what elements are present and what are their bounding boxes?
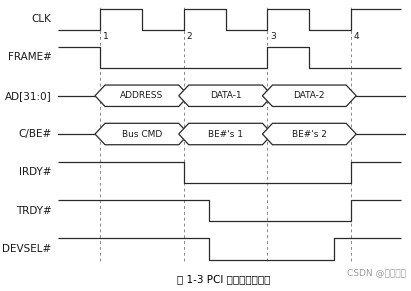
- Text: DATA-1: DATA-1: [210, 91, 241, 100]
- Polygon shape: [263, 85, 356, 107]
- Text: 图 1-3 PCI 总线事务的时序: 图 1-3 PCI 总线事务的时序: [177, 274, 270, 284]
- Text: CLK: CLK: [32, 14, 51, 24]
- Text: BE#'s 2: BE#'s 2: [292, 129, 327, 139]
- Text: ADDRESS: ADDRESS: [120, 91, 164, 100]
- Polygon shape: [179, 85, 272, 107]
- Text: C/BE#: C/BE#: [18, 129, 51, 139]
- Text: DATA-2: DATA-2: [293, 91, 325, 100]
- Text: 3: 3: [270, 32, 276, 41]
- Text: 4: 4: [354, 32, 359, 41]
- Text: 1: 1: [102, 32, 108, 41]
- Text: FRAME#: FRAME#: [7, 52, 51, 63]
- Text: DEVSEL#: DEVSEL#: [2, 244, 51, 254]
- Text: CSDN @蓝天居士: CSDN @蓝天居士: [347, 268, 406, 277]
- Polygon shape: [95, 123, 189, 145]
- Polygon shape: [263, 123, 356, 145]
- Text: IRDY#: IRDY#: [19, 167, 51, 177]
- Text: AD[31:0]: AD[31:0]: [5, 91, 51, 101]
- Text: BE#'s 1: BE#'s 1: [208, 129, 243, 139]
- Polygon shape: [179, 123, 272, 145]
- Polygon shape: [95, 85, 189, 107]
- Text: TRDY#: TRDY#: [16, 205, 51, 216]
- Text: 2: 2: [186, 32, 192, 41]
- Text: Bus CMD: Bus CMD: [122, 129, 162, 139]
